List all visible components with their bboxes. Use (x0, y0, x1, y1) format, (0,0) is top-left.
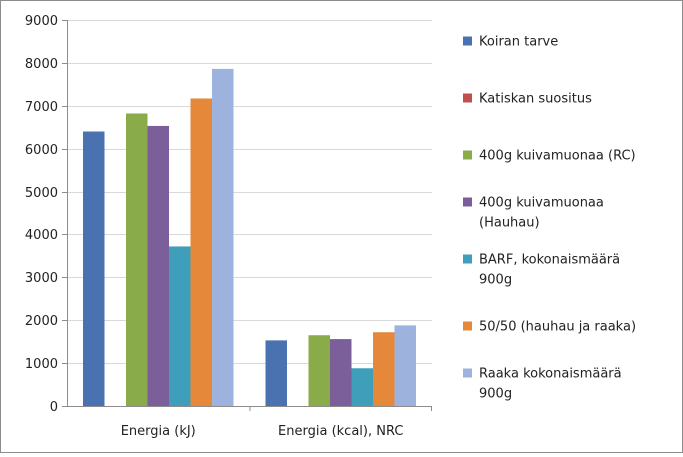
legend-label: (Hauhau) (479, 216, 540, 231)
bar-5-2 (351, 368, 373, 406)
legend-swatch (463, 254, 472, 264)
legend-swatch (463, 36, 472, 46)
axis-labels: 0 1000 2000 3000 4000 5000 6000 7000 8000 9000 Ene… (25, 14, 404, 439)
legend-swatch (463, 93, 472, 103)
x-category-label: Energia (kcal), NRC (278, 424, 403, 439)
y-tick-label: 8000 (25, 57, 58, 72)
bar-3-2 (308, 335, 330, 406)
y-tick-label: 6000 (25, 143, 58, 158)
bar-4-1 (147, 125, 169, 406)
bar-6-1 (190, 98, 212, 407)
legend-label: Katiskan suositus (479, 92, 592, 107)
y-tick-label: 1000 (25, 357, 58, 372)
y-tick-label: 7000 (25, 100, 58, 115)
legend-label: Raaka kokonaismäärä (479, 367, 622, 382)
legend-swatch (463, 368, 472, 378)
bar-3-1 (126, 113, 148, 406)
y-tick-label: 5000 (25, 186, 58, 201)
bar-1-2 (265, 340, 287, 406)
legend-swatch (463, 197, 472, 207)
legend-label: Koiran tarve (479, 35, 558, 50)
legend-label: 900g (479, 273, 512, 288)
legend: Koiran tarve Katiskan suositus 400g kuivam… (463, 35, 636, 402)
x-category-label: Energia (kJ) (121, 424, 196, 439)
bar-7-1 (212, 68, 234, 406)
axes (62, 20, 432, 411)
legend-swatch (463, 321, 472, 331)
y-tick-label: 3000 (25, 271, 58, 286)
bar-1-1 (83, 131, 105, 406)
bars (83, 68, 416, 407)
legend-swatch (463, 150, 472, 160)
y-tick-label: 4000 (25, 228, 58, 243)
y-tick-label: 2000 (25, 314, 58, 329)
legend-label: 900g (479, 387, 512, 402)
y-tick-label: 0 (50, 400, 58, 415)
bar-5-1 (169, 246, 191, 406)
legend-label: 400g kuivamuonaa (RC) (479, 149, 636, 164)
legend-label: 50/50 (hauhau ja raaka) (479, 320, 636, 335)
bar-6-2 (373, 332, 395, 406)
y-tick-label: 9000 (25, 14, 58, 29)
bar-7-2 (394, 325, 416, 406)
legend-label: BARF, kokonaismäärä (479, 253, 620, 268)
legend-label: 400g kuivamuonaa (479, 196, 604, 211)
bar-4-2 (330, 339, 352, 406)
